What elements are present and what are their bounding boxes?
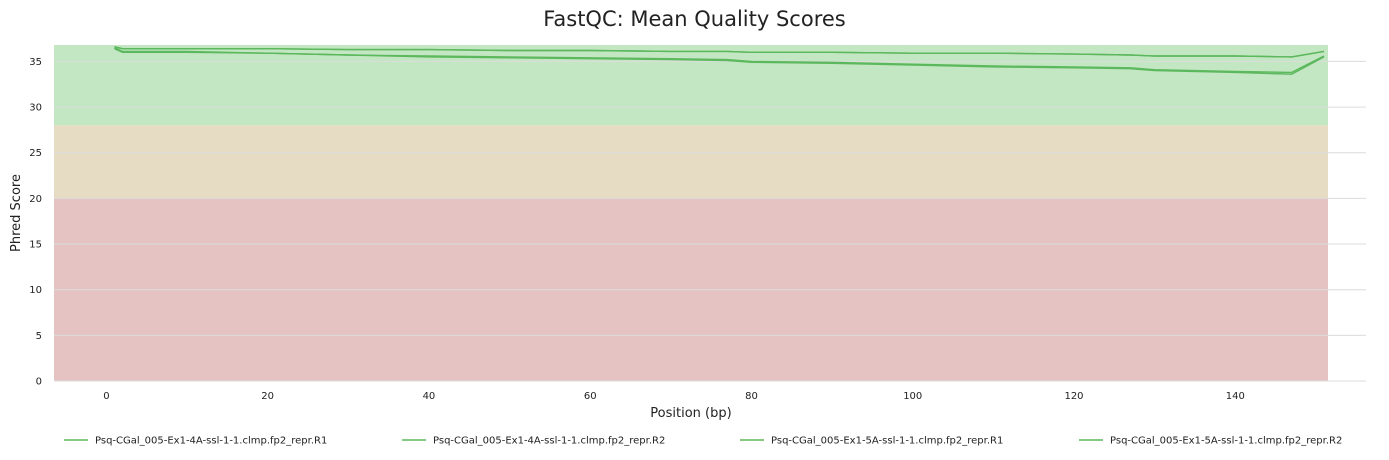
- x-tick-label: 100: [903, 391, 922, 402]
- y-tick-label: 20: [29, 194, 42, 205]
- x-tick-label: 120: [1064, 391, 1083, 402]
- y-tick-label: 10: [29, 285, 42, 296]
- quality-band-0: [54, 45, 1328, 126]
- legend-entry: Psq-CGal_005-Ex1-5A-ssl-1-1.clmp.fp2_rep…: [1110, 436, 1342, 447]
- y-tick-label: 35: [29, 57, 42, 68]
- x-tick-label: 80: [745, 391, 758, 402]
- series-line-4: [114, 48, 1325, 75]
- chart-title: FastQC: Mean Quality Scores: [543, 7, 846, 31]
- x-tick-label: 20: [261, 391, 274, 402]
- y-tick-label: 30: [29, 103, 42, 114]
- y-tick-label: 5: [36, 331, 42, 342]
- x-tick-label: 140: [1226, 391, 1245, 402]
- x-tick-label: 60: [584, 391, 597, 402]
- y-tick-label: 0: [36, 377, 42, 388]
- legend-entry: Psq-CGal_005-Ex1-5A-ssl-1-1.clmp.fp2_rep…: [771, 436, 1003, 447]
- legend-entry: Psq-CGal_005-Ex1-4A-ssl-1-1.clmp.fp2_rep…: [95, 436, 327, 447]
- legend-entry: Psq-CGal_005-Ex1-4A-ssl-1-1.clmp.fp2_rep…: [433, 436, 665, 447]
- quality-band-1: [54, 125, 1328, 199]
- y-axis-label: Phred Score: [9, 174, 24, 252]
- series-line-3: [114, 46, 1325, 58]
- x-tick-label: 40: [423, 391, 436, 402]
- y-tick-label: 25: [29, 148, 42, 159]
- x-axis-label: Position (bp): [650, 406, 731, 421]
- y-tick-label: 15: [29, 240, 42, 251]
- x-tick-label: 0: [103, 391, 109, 402]
